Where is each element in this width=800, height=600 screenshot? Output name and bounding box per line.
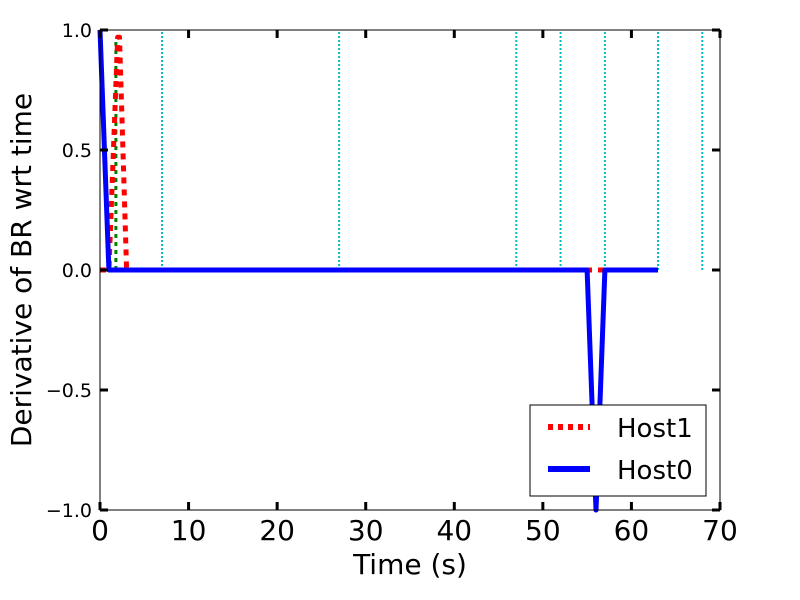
y-axis-label: Derivative of BR wrt time <box>5 93 38 447</box>
series-host1-line <box>100 34 658 273</box>
axis-ticks <box>98 28 722 512</box>
legend-label-host0: Host0 <box>617 456 693 486</box>
y-tick-label: −0.5 <box>46 380 92 402</box>
legend-box <box>529 404 707 497</box>
x-tick-label: 0 <box>91 514 109 547</box>
x-tick-label: 40 <box>436 514 472 547</box>
y-tick-labels: −1.0 −0.5 0.0 0.5 1.0 <box>46 20 92 522</box>
y-tick-label: −1.0 <box>46 500 92 522</box>
vertical-lines <box>161 30 704 270</box>
x-tick-label: 70 <box>702 514 738 547</box>
x-tick-label: 30 <box>348 514 384 547</box>
legend-label-host1: Host1 <box>617 414 693 444</box>
legend: Host1 Host0 <box>529 404 707 497</box>
x-tick-label: 50 <box>525 514 561 547</box>
series-lines <box>97 29 658 513</box>
x-tick-labels: 0 10 20 30 40 50 60 70 <box>91 514 738 547</box>
x-tick-label: 60 <box>614 514 650 547</box>
y-tick-label: 1.0 <box>62 20 92 42</box>
series-host0-line <box>97 29 658 513</box>
x-axis-label: Time (s) <box>352 548 467 581</box>
y-tick-label: 0.0 <box>62 260 92 282</box>
y-tick-label: 0.5 <box>62 140 92 162</box>
x-tick-label: 20 <box>259 514 295 547</box>
x-tick-label: 10 <box>171 514 207 547</box>
